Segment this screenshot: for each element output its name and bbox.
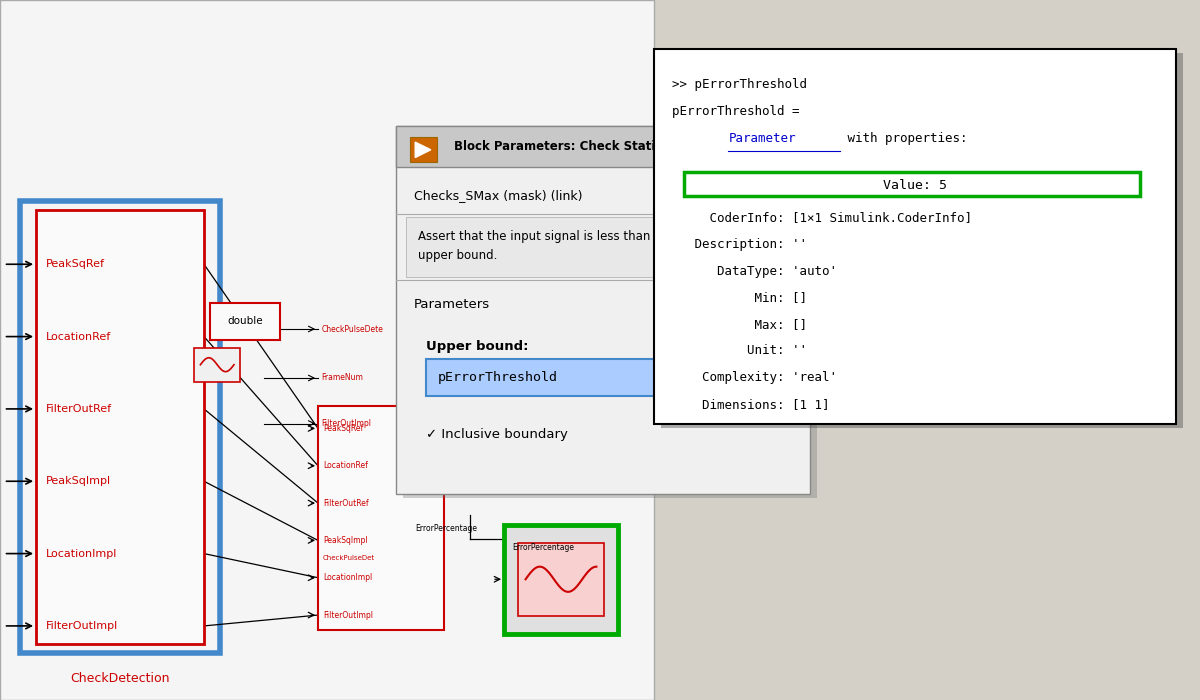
FancyBboxPatch shape: [410, 137, 437, 162]
Text: >> pErrorThreshold: >> pErrorThreshold: [672, 78, 808, 92]
FancyBboxPatch shape: [661, 53, 1183, 428]
FancyBboxPatch shape: [36, 210, 204, 644]
Text: CheckDetection: CheckDetection: [71, 672, 169, 685]
Text: Parameter: Parameter: [728, 132, 796, 145]
Text: ∧: ∧: [755, 139, 764, 153]
Text: PeakSqRef: PeakSqRef: [46, 259, 104, 270]
Text: FilterOutRef: FilterOutRef: [46, 404, 112, 414]
Text: ErrorPercentage: ErrorPercentage: [512, 542, 575, 552]
Text: DataType: 'auto': DataType: 'auto': [672, 265, 838, 278]
Text: PeakSqImpl: PeakSqImpl: [323, 536, 367, 545]
Text: with properties:: with properties:: [840, 132, 967, 145]
FancyBboxPatch shape: [0, 0, 654, 700]
FancyBboxPatch shape: [406, 217, 800, 276]
Text: Max: []: Max: []: [672, 318, 808, 331]
Text: ✕: ✕: [782, 139, 794, 153]
Text: Min: []: Min: []: [672, 291, 808, 304]
FancyBboxPatch shape: [210, 303, 280, 340]
Text: Assert that the input signal is less than (or optionally equal to) a static: Assert that the input signal is less tha…: [418, 230, 836, 243]
FancyBboxPatch shape: [396, 126, 810, 493]
Text: Value: 5: Value: 5: [883, 179, 947, 192]
Text: upper bound.: upper bound.: [418, 248, 497, 262]
Text: LocationRef: LocationRef: [46, 332, 110, 342]
Text: Complexity: 'real': Complexity: 'real': [672, 371, 838, 384]
Text: Block Parameters: Check Static Upper Bound: Block Parameters: Check Static Upper Bou…: [454, 140, 752, 153]
Text: LocationImpl: LocationImpl: [46, 549, 116, 559]
Text: FilterOutImpl: FilterOutImpl: [323, 610, 373, 620]
Text: CoderInfo: [1×1 Simulink.CoderInfo]: CoderInfo: [1×1 Simulink.CoderInfo]: [672, 211, 972, 225]
Text: CheckPulseDet: CheckPulseDet: [323, 555, 374, 561]
Text: double: double: [227, 316, 263, 326]
FancyBboxPatch shape: [654, 49, 1176, 423]
FancyBboxPatch shape: [504, 525, 618, 634]
Text: LocationImpl: LocationImpl: [323, 573, 372, 582]
Text: Description: '': Description: '': [672, 238, 808, 251]
FancyBboxPatch shape: [684, 172, 1140, 196]
Polygon shape: [415, 142, 431, 158]
Text: Checks_SMax (mask) (link): Checks_SMax (mask) (link): [414, 190, 582, 202]
Text: CheckPulseDete: CheckPulseDete: [322, 325, 384, 333]
Text: ErrorPercentage: ErrorPercentage: [415, 524, 478, 533]
Text: pErrorThreshold: pErrorThreshold: [438, 371, 558, 384]
FancyBboxPatch shape: [396, 126, 810, 167]
FancyBboxPatch shape: [403, 130, 817, 498]
Text: Upper bound:: Upper bound:: [426, 340, 528, 353]
Text: PeakSqImpl: PeakSqImpl: [46, 476, 110, 486]
Text: ✓ Inclusive boundary: ✓ Inclusive boundary: [426, 428, 568, 440]
Text: FilterOutImpl: FilterOutImpl: [46, 621, 118, 631]
Text: LocationRef: LocationRef: [323, 461, 367, 470]
FancyBboxPatch shape: [518, 542, 604, 616]
Text: Dimensions: [1 1]: Dimensions: [1 1]: [672, 398, 829, 411]
Text: FrameNum: FrameNum: [322, 374, 364, 382]
Text: FilterOutImpl: FilterOutImpl: [322, 419, 372, 428]
Text: PeakSqRef: PeakSqRef: [323, 424, 364, 433]
FancyBboxPatch shape: [194, 348, 240, 382]
FancyBboxPatch shape: [318, 406, 444, 630]
Text: pErrorThreshold =: pErrorThreshold =: [672, 105, 799, 118]
Text: FilterOutRef: FilterOutRef: [323, 498, 368, 508]
FancyBboxPatch shape: [426, 359, 774, 396]
Text: Parameters: Parameters: [414, 298, 490, 311]
Text: Unit: '': Unit: '': [672, 344, 808, 358]
